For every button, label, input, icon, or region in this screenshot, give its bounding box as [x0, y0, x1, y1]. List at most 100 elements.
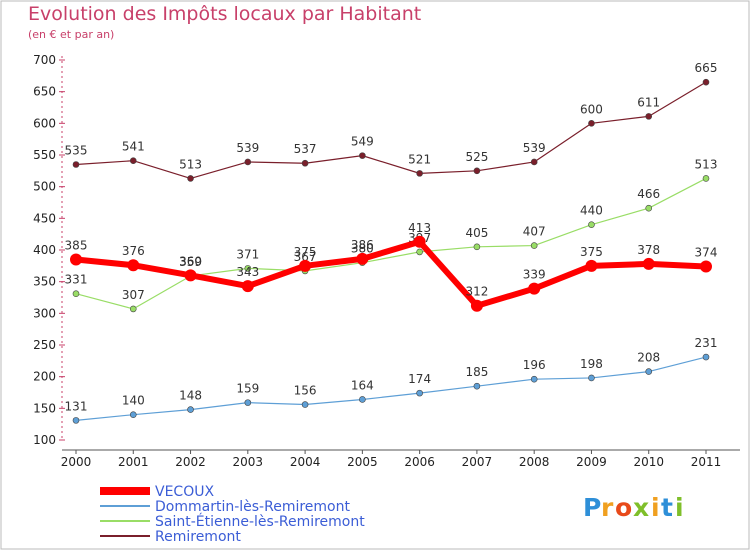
data-point	[700, 260, 712, 273]
data-label: 159	[236, 382, 259, 396]
data-point	[70, 253, 82, 266]
y-tick-label: 500	[33, 180, 56, 194]
data-point	[588, 120, 595, 127]
data-label: 196	[523, 358, 546, 372]
y-tick-label: 250	[33, 338, 56, 352]
x-tick-label: 2001	[118, 455, 149, 469]
logo-letter: o	[615, 493, 632, 522]
data-point	[129, 411, 137, 418]
data-label: 140	[122, 394, 145, 408]
legend-label-saint-tienne-l-s-remiremont: Saint-Étienne-lès-Remiremont	[155, 513, 365, 530]
legend-label-vecoux: VECOUX	[155, 484, 214, 500]
data-point	[301, 401, 309, 408]
y-tick-label: 150	[33, 401, 56, 415]
data-label: 131	[65, 399, 88, 413]
data-label: 360	[179, 254, 202, 268]
data-point	[702, 78, 710, 86]
x-tick-label: 2009	[576, 455, 607, 469]
data-point	[127, 259, 140, 272]
logo-letter: x	[633, 493, 649, 522]
data-point	[588, 221, 595, 228]
data-label: 307	[122, 288, 145, 302]
data-point	[129, 157, 137, 164]
data-label: 549	[351, 135, 374, 149]
data-point	[645, 113, 653, 120]
y-tick-label: 400	[33, 243, 56, 257]
data-point	[72, 417, 80, 424]
data-label: 440	[580, 204, 603, 218]
x-tick-label: 2006	[404, 455, 435, 469]
data-label: 537	[294, 142, 317, 156]
legend-label-dommartin-l-s-remiremont: Dommartin-lès-Remiremont	[155, 499, 350, 515]
data-label: 380	[351, 242, 374, 256]
logo-letter: i	[675, 493, 684, 522]
data-point	[72, 290, 80, 298]
data-point	[184, 269, 197, 282]
y-tick-label: 350	[33, 275, 56, 289]
series-line-saint-tienne-l-s-remiremont	[75, 177, 707, 310]
data-label: 539	[236, 141, 259, 155]
x-tick-label: 2003	[233, 455, 264, 469]
data-point	[585, 259, 598, 272]
y-tick-label: 650	[33, 85, 56, 99]
data-point	[241, 280, 254, 293]
data-point	[645, 368, 653, 375]
data-point	[530, 158, 538, 166]
data-point	[187, 406, 194, 413]
y-tick-label: 450	[33, 211, 56, 225]
x-tick-label: 2004	[290, 455, 321, 469]
y-tick-label: 600	[33, 116, 56, 130]
x-tick-label: 2011	[691, 455, 722, 469]
data-label: 375	[580, 245, 603, 259]
data-point	[528, 282, 541, 295]
logo-letter: r	[601, 493, 614, 522]
x-tick-label: 2007	[462, 455, 493, 469]
y-tick-label: 200	[33, 370, 56, 384]
x-tick-label: 2002	[175, 455, 206, 469]
data-point	[244, 265, 252, 272]
data-point	[470, 299, 483, 312]
data-label: 367	[294, 250, 317, 264]
data-point	[356, 252, 369, 265]
data-label: 185	[465, 365, 488, 379]
data-label: 521	[408, 152, 431, 166]
data-label: 385	[65, 239, 88, 253]
data-label: 312	[465, 285, 488, 299]
data-label: 339	[523, 268, 546, 282]
data-label: 665	[695, 61, 718, 75]
data-label: 407	[523, 225, 546, 239]
x-tick-label: 2005	[347, 455, 378, 469]
data-point	[702, 353, 710, 361]
data-point	[359, 152, 366, 159]
data-label: 359	[179, 255, 202, 269]
data-label: 375	[294, 245, 317, 259]
data-label: 539	[523, 141, 546, 155]
data-point	[473, 167, 481, 175]
data-label: 535	[65, 144, 88, 158]
data-point	[416, 248, 423, 256]
data-point	[187, 175, 194, 182]
data-label: 378	[637, 243, 660, 257]
data-point	[702, 175, 710, 182]
data-label: 386	[351, 238, 374, 252]
data-point	[588, 374, 595, 382]
data-label: 611	[637, 95, 660, 109]
data-point	[359, 396, 366, 403]
x-tick-label: 2008	[519, 455, 550, 469]
data-label: 156	[294, 384, 317, 398]
data-point	[473, 382, 481, 390]
data-point	[244, 158, 252, 166]
data-label: 231	[695, 336, 718, 350]
data-label: 513	[179, 157, 202, 171]
x-tick-label: 2010	[633, 455, 664, 469]
data-label: 541	[122, 140, 145, 154]
data-label: 376	[122, 244, 145, 258]
data-label: 413	[408, 221, 431, 235]
data-point	[645, 204, 653, 212]
data-label: 148	[179, 389, 202, 403]
data-label: 208	[637, 351, 660, 365]
data-label: 466	[637, 187, 660, 201]
y-tick-label: 100	[33, 433, 56, 447]
